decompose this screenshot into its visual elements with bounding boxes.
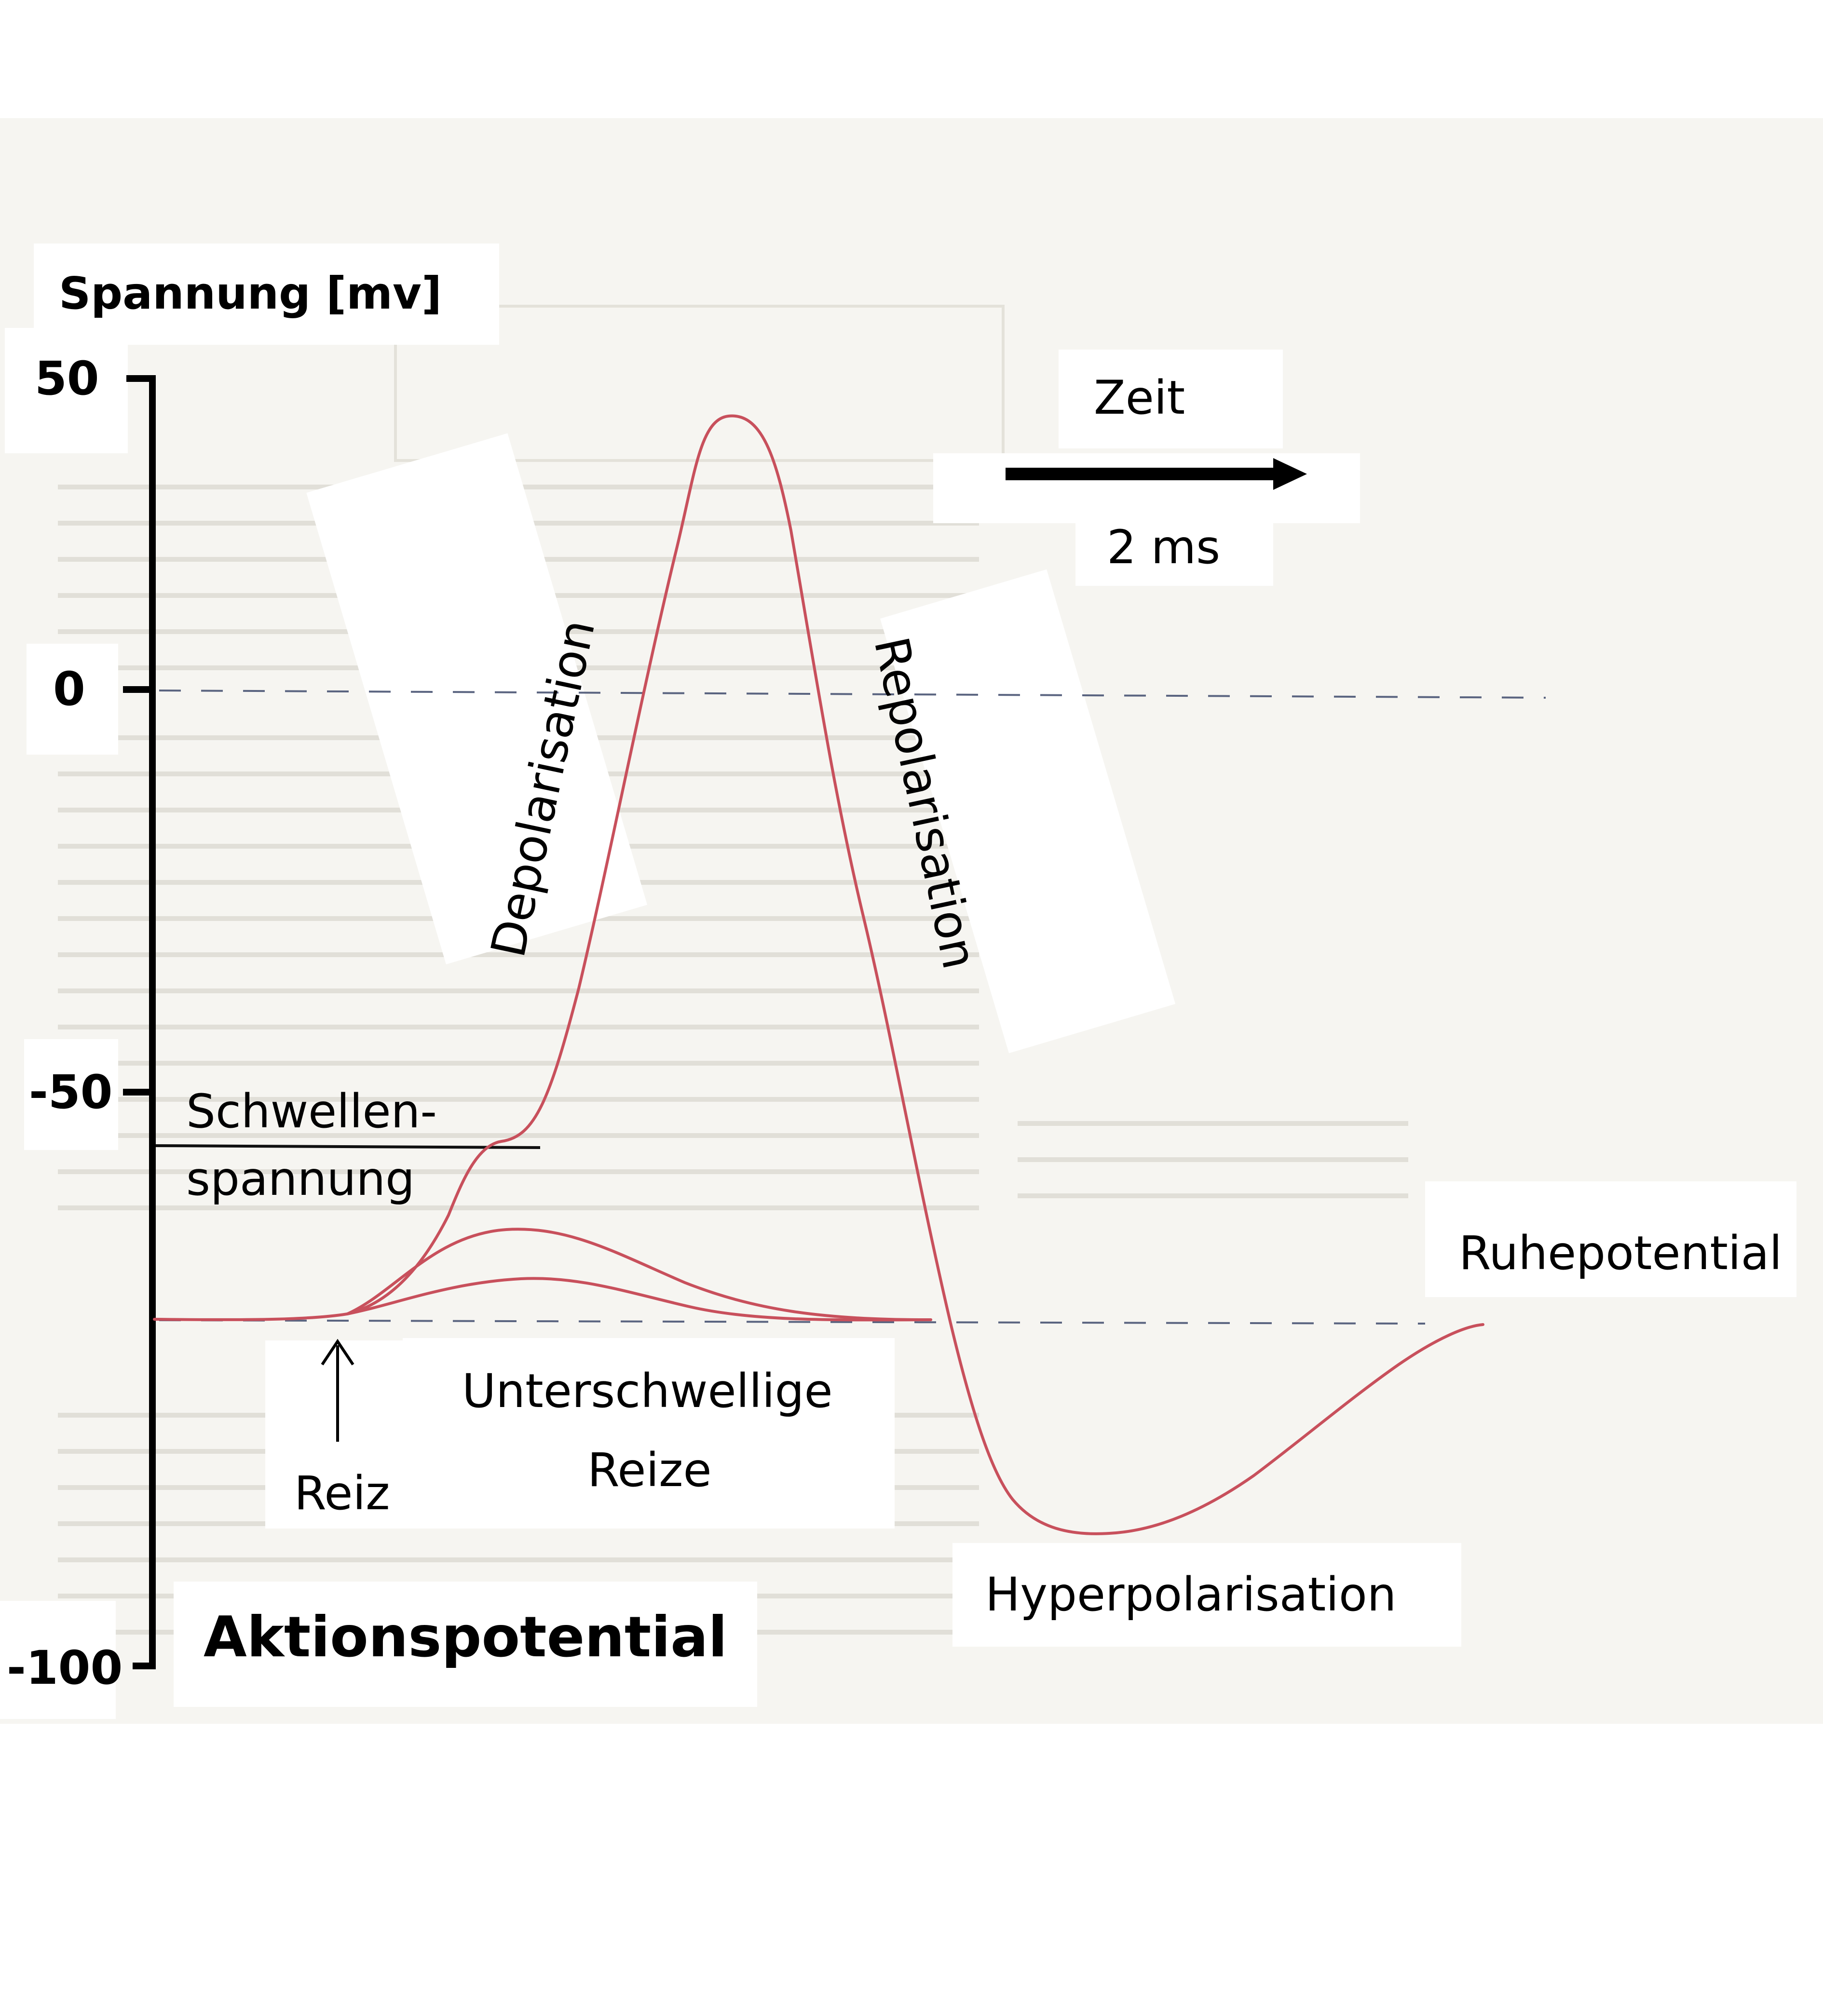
threshold-line [154, 1144, 541, 1149]
label-patches [0, 244, 1796, 1719]
subthreshold-curve-small [346, 1277, 932, 1322]
axis-title: Spannung [mv] [59, 268, 442, 319]
resting-potential-label: Ruhepotential [1459, 1226, 1782, 1280]
potential-curves [153, 414, 1484, 1535]
depolarisation-patch [306, 433, 648, 964]
zero-line [159, 690, 1546, 699]
tick-label-50: 50 [35, 352, 99, 406]
hyperpolarisation-label: Hyperpolarisation [985, 1568, 1397, 1622]
time-scale-arrow [1006, 458, 1307, 490]
stimulus-label: Reiz [294, 1466, 390, 1520]
tick-label-minus-50: -50 [29, 1065, 112, 1119]
tick-label-0: 0 [53, 662, 85, 716]
tick-label-minus-100: -100 [7, 1641, 122, 1695]
figure-title: Aktionspotential [204, 1605, 727, 1670]
stimulus-arrow [321, 1339, 354, 1442]
time-label: Zeit [1094, 371, 1185, 425]
subthreshold-label-line2: Reize [587, 1443, 712, 1497]
threshold-label-line1: Schwellen- [186, 1084, 437, 1138]
resting-line [159, 1319, 1426, 1325]
paper-faint-box [394, 305, 1005, 462]
subthreshold-label-line1: Unterschwellige [462, 1364, 833, 1418]
reference-lines [159, 690, 1546, 1325]
subthreshold-curve-large [346, 1228, 932, 1322]
action-potential-curve [153, 414, 1484, 1535]
repolarisation-patch [880, 569, 1176, 1054]
time-scale-value: 2 ms [1107, 520, 1220, 574]
voltage-axis [123, 375, 156, 1669]
threshold-label-line2: spannung [186, 1152, 415, 1206]
